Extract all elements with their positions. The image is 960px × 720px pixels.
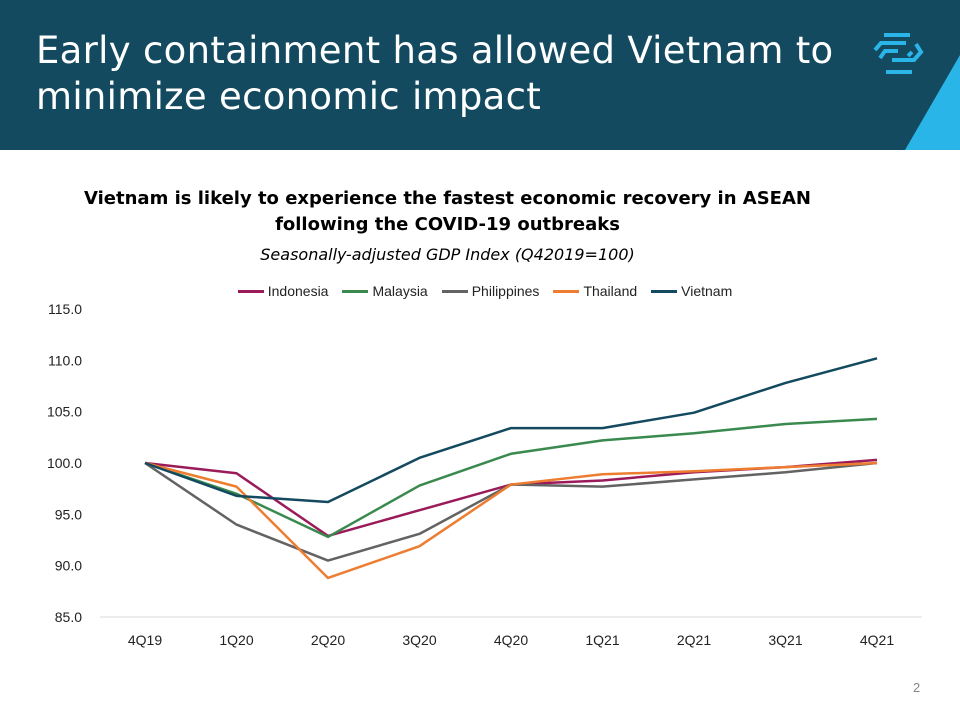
legend-item-thailand: Thailand bbox=[553, 283, 637, 299]
legend-item-malaysia: Malaysia bbox=[342, 283, 428, 299]
legend-swatch bbox=[237, 289, 264, 293]
legend-label: Malaysia bbox=[372, 283, 428, 299]
legend-label: Indonesia bbox=[267, 283, 329, 299]
x-tick-label: 2Q20 bbox=[311, 632, 345, 648]
series-line-vietnam bbox=[144, 357, 878, 504]
banner-accent bbox=[905, 55, 960, 150]
y-tick-label: 115.0 bbox=[48, 301, 82, 317]
legend-swatch bbox=[441, 289, 468, 293]
legend-label: Thailand bbox=[583, 283, 638, 299]
x-tick-label: 1Q21 bbox=[585, 632, 619, 648]
legend-swatch bbox=[553, 289, 580, 293]
y-tick-label: 95.0 bbox=[55, 506, 82, 522]
x-tick-label: 3Q20 bbox=[402, 632, 436, 648]
chart-subtitle: Seasonally-adjusted GDP Index (Q42019=10… bbox=[260, 245, 635, 264]
x-tick-label: 4Q21 bbox=[860, 632, 894, 648]
series-line-philippines bbox=[144, 461, 878, 562]
chart-title: Vietnam is likely to experience the fast… bbox=[84, 188, 811, 235]
legend-item-vietnam: Vietnam bbox=[651, 283, 732, 299]
series-line-thailand bbox=[144, 461, 878, 580]
x-tick-label: 1Q20 bbox=[219, 632, 253, 648]
legend-item-philippines: Philippines bbox=[441, 283, 540, 299]
legend-item-indonesia: Indonesia bbox=[237, 283, 329, 299]
legend-label: Philippines bbox=[471, 283, 540, 299]
y-tick-label: 90.0 bbox=[55, 558, 82, 574]
legend-swatch bbox=[651, 289, 678, 293]
x-tick-label: 4Q20 bbox=[494, 632, 528, 648]
y-tick-label: 85.0 bbox=[55, 609, 82, 625]
y-tick-label: 100.0 bbox=[47, 455, 82, 471]
chart-legend: Indonesia Malaysia Philippines Thailand Viet… bbox=[0, 283, 960, 299]
slide-title: Early containment has allowed Vietnam to… bbox=[36, 29, 834, 118]
x-tick-label: 4Q19 bbox=[128, 632, 162, 648]
x-tick-label: 3Q21 bbox=[768, 632, 802, 648]
y-tick-label: 105.0 bbox=[47, 404, 82, 420]
legend-swatch bbox=[342, 289, 369, 293]
legend-label: Vietnam bbox=[681, 283, 733, 299]
series-line-malaysia bbox=[144, 417, 878, 539]
logo-icon bbox=[873, 33, 924, 74]
x-tick-label: 2Q21 bbox=[677, 632, 711, 648]
page-number: 2 bbox=[913, 680, 921, 695]
title-banner bbox=[0, 0, 960, 150]
y-tick-label: 110.0 bbox=[48, 352, 82, 368]
